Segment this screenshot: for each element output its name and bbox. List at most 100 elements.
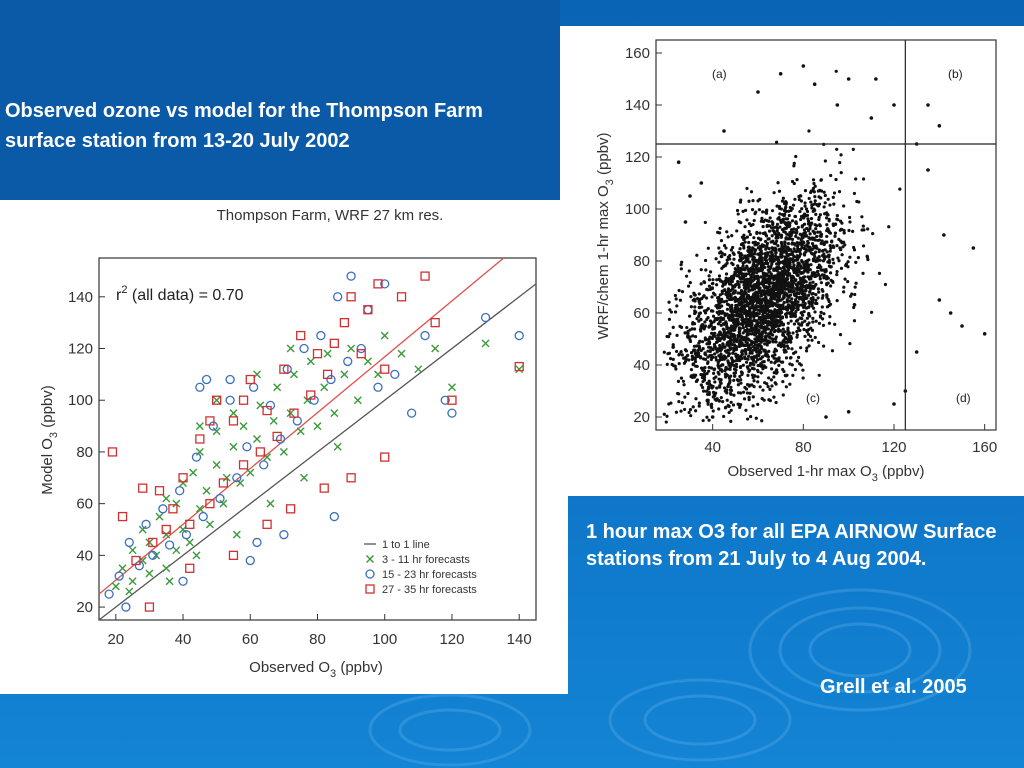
chart1-point-circle [175,486,185,496]
chart2-point [725,325,729,329]
chart2-point [779,235,783,239]
chart2-point [712,376,716,380]
chart1-point-x [279,447,288,456]
chart2-point [713,325,717,330]
chart2-point [719,255,723,259]
chart2-point [861,244,866,248]
chart2-point [711,390,716,394]
chart2-point [667,402,671,406]
chart1-point-x [515,365,524,374]
chart2-point [798,252,803,256]
chart2-point [697,404,701,408]
chart1-legend-label: 27 - 35 hr forecasts [382,584,477,596]
chart2-point [789,208,793,213]
chart2-point [744,360,749,364]
chart1-point-square [154,486,165,496]
chart1-point-x [333,442,342,451]
chart2-point [752,367,756,371]
chart2-point [832,202,836,206]
chart2-point [683,407,687,412]
chart2-point [746,253,750,258]
chart1-point-square [430,317,440,328]
chart2-point [831,261,836,265]
chart2-point [830,279,835,283]
chart2-outlier-point [835,103,840,107]
chart1-point-x [273,383,282,392]
chart2-point [800,224,805,228]
chart2-point [852,245,856,250]
chart2-point [757,353,761,358]
chart2-point [729,288,733,293]
chart2-point [772,395,776,399]
chart2-point [724,246,728,250]
chart2-point [732,333,737,338]
chart2-point [849,294,853,298]
chart1-point-square [329,338,339,348]
chart2-point [804,269,808,273]
chart2-point [817,217,821,222]
chart2-point [789,230,793,234]
chart2-point [758,231,762,235]
chart2-point [748,343,752,347]
chart2-point [723,368,727,373]
chart1-point-circle [447,408,457,418]
chart2-point [759,282,763,286]
chart2-point [746,323,751,327]
chart2-point [775,276,779,280]
chart2-outlier-point [926,168,930,172]
chart2-point [856,256,860,260]
chart2-point [817,263,821,267]
chart2-point [705,398,709,402]
chart2-point [763,218,767,222]
chart2-point [760,419,764,423]
chart2-point [810,241,815,246]
chart2-outlier-point [869,116,874,120]
chart2-point [807,258,811,262]
chart2-point [784,356,789,360]
chart2-point [708,270,713,274]
chart2-point [715,317,719,322]
chart2-point [752,355,756,359]
chart2-point [804,280,808,284]
chart2-point [719,323,723,327]
chart2-point [729,333,733,337]
chart2-point [671,357,675,361]
chart1-point-x [363,357,372,366]
chart2-point [796,236,800,240]
chart2-point [807,129,811,133]
chart1-point-circle [181,530,192,540]
chart2-point [721,400,725,404]
chart2-point [735,339,739,344]
chart2-point [797,291,801,296]
chart2-point [828,249,832,253]
chart2-point [758,252,763,256]
chart2-point [757,312,761,316]
chart2-plot-frame [655,39,997,431]
chart2-point [772,267,776,271]
chart2-point [772,226,776,230]
chart2-point [776,327,781,331]
chart2-outlier-point [824,415,828,419]
chart1-point-circle [406,408,417,418]
chart2-point [803,201,807,205]
chart2-point [779,207,783,211]
chart2-point [748,348,752,352]
chart2-point [715,296,720,300]
chart2-point [739,291,743,295]
chart2-point [691,363,695,367]
chart1-point-square [238,395,249,405]
chart2-point [854,260,858,264]
caption-airnow: 1 hour max O3 for all EPA AIRNOW Surface… [586,521,997,570]
chart2-point [679,409,683,413]
chart2-point [697,401,701,405]
chart2-point [800,245,804,249]
chart1-point-square [289,408,299,418]
chart2-point [712,342,717,347]
chart2-point [679,376,684,380]
chart2-point [790,250,794,254]
chart2-point [853,292,857,297]
chart2-point [727,282,732,286]
chart2-point [789,310,793,314]
chart2-point [831,257,835,261]
chart2-point [692,292,696,296]
